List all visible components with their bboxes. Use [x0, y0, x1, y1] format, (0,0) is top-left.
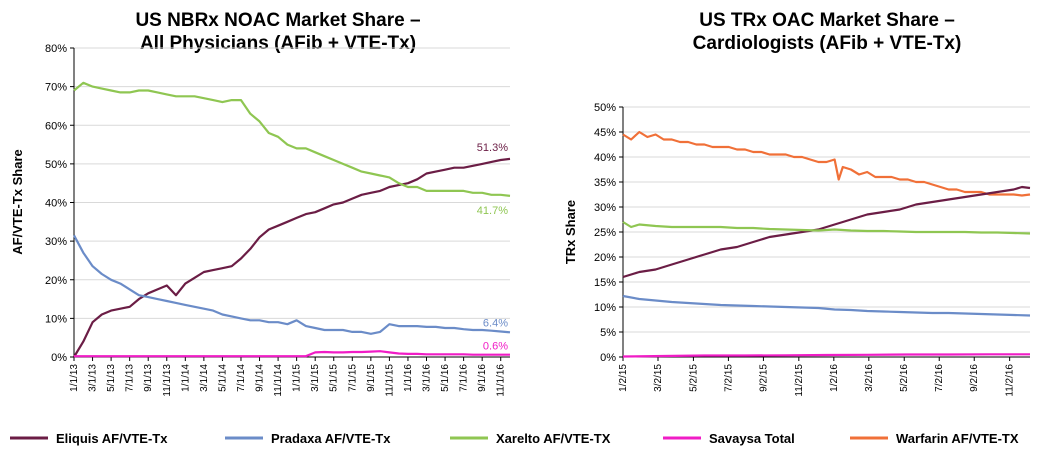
- left-chart-x-tick-label: 9/1/15: [366, 364, 377, 392]
- left-chart-x-tick-label: 3/1/14: [199, 364, 210, 392]
- left-chart-x-tick-label: 1/1/13: [69, 364, 80, 392]
- right-chart-x-tick-label: 3/2/16: [864, 364, 875, 392]
- right-chart-y-tick-label: 35%: [594, 177, 616, 189]
- left-chart-x-tick-label: 7/1/16: [459, 364, 470, 392]
- right-chart-y-tick-label: 20%: [594, 252, 616, 264]
- legend-savaysa-label: Savaysa Total: [709, 431, 795, 446]
- left-chart-y-axis-label: AF/VTE-Tx Share: [10, 149, 25, 254]
- right-chart-y-tick-label: 0%: [600, 352, 616, 364]
- right-chart-eliquis-line: [622, 185, 1031, 279]
- right-chart-y-tick-label: 10%: [594, 302, 616, 314]
- left-chart-title-line-1: US NBRx NOAC Market Share –: [135, 10, 420, 31]
- left-chart-y-tick-label: 40%: [45, 198, 67, 210]
- left-chart-x-tick-label: 9/1/13: [143, 364, 154, 392]
- left-chart-x-tick-label: 5/1/13: [106, 364, 117, 392]
- left-chart-x-tick-label: 1/1/16: [403, 364, 414, 392]
- right-chart-x-tick-label: 9/2/16: [969, 364, 980, 392]
- left-chart-plot: 0% 10% 20% 30% 40% 50% 60% 70% 80% 1/1/13 3/1/13 5/…: [45, 43, 511, 397]
- right-chart-savaysa-line: [622, 353, 1030, 358]
- left-chart-x-tick-label: 9/1/16: [477, 364, 488, 392]
- left-chart-x-tick-label: 3/1/13: [88, 364, 99, 392]
- left-chart-x-tick-label: 11/1/14: [273, 364, 284, 397]
- right-chart-x-tick-label: 7/2/15: [723, 364, 734, 392]
- left-chart-x-tick-label: 3/1/16: [422, 364, 433, 392]
- right-chart-y-tick-label: 25%: [594, 227, 616, 239]
- left-chart-y-tick-label: 70%: [45, 82, 67, 94]
- left-chart-x-tick-label: 9/1/14: [255, 364, 266, 392]
- left-chart-x-tick-label: 1/1/15: [292, 364, 303, 392]
- right-chart-plot: 0% 5% 10% 15% 20% 25% 30% 35% 40% 45% 50% 1/2/15 3/2…: [594, 102, 1031, 397]
- legend-warfarin-label: Warfarin AF/VTE-TX: [896, 431, 1019, 446]
- left-chart-x-tick-label: 5/1/14: [217, 364, 228, 392]
- right-chart-x-tick-label: 1/2/15: [618, 364, 629, 392]
- left-chart-xarelto-end-label: 41.7%: [477, 205, 508, 217]
- right-chart-y-tick-label: 30%: [594, 202, 616, 214]
- right-chart-y-tick-label: 50%: [594, 102, 616, 114]
- right-chart-y-tick-label: 40%: [594, 152, 616, 164]
- left-chart-y-tick-label: 80%: [45, 43, 67, 55]
- right-chart-x-tick-label: 9/2/15: [758, 364, 769, 392]
- left-chart-pradaxa-end-label: 6.4%: [483, 317, 508, 329]
- left-chart-title-line-2: All Physicians (AFib + VTE-Tx): [140, 33, 416, 54]
- left-chart-x-tick-label: 5/1/16: [440, 364, 451, 392]
- right-chart-y-tick-label: 15%: [594, 277, 616, 289]
- right-chart-y-tick-label: 45%: [594, 127, 616, 139]
- left-chart-y-tick-label: 30%: [45, 236, 67, 248]
- right-chart-y-axis-label: TRx Share: [563, 200, 578, 264]
- left-chart-y-tick-label: 20%: [45, 275, 67, 287]
- right-chart-warfarin-line: [622, 130, 1031, 197]
- left-chart-x-tick-label: 3/1/15: [310, 364, 321, 392]
- right-chart-title-line-2: Cardiologists (AFib + VTE-Tx): [693, 33, 962, 54]
- right-chart-pradaxa-line: [622, 294, 1031, 317]
- left-chart-savaysa-end-label: 0.6%: [483, 341, 508, 353]
- left-chart-xarelto-line: [73, 81, 511, 197]
- left-chart-y-tick-label: 10%: [45, 313, 67, 325]
- left-chart-pradaxa-line: [73, 234, 511, 335]
- legend: Eliquis AF/VTE-Tx Pradaxa AF/VTE-Tx Xarelt…: [10, 431, 1019, 446]
- right-chart-xarelto-line: [622, 221, 1031, 235]
- right-chart-x-tick-label: 11/2/15: [794, 364, 805, 397]
- right-chart-x-tick-label: 1/2/16: [829, 364, 840, 392]
- right-chart-x-tick-label: 11/2/16: [1005, 364, 1016, 397]
- left-chart-eliquis-line: [73, 157, 511, 358]
- left-chart-y-tick-label: 60%: [45, 120, 67, 132]
- left-chart-x-tick-label: 11/1/13: [162, 364, 173, 397]
- left-chart-x-tick-label: 5/1/15: [329, 364, 340, 392]
- legend-xarelto-label: Xarelto AF/VTE-TX: [496, 431, 611, 446]
- left-chart-x-tick-label: 7/1/14: [236, 364, 247, 392]
- right-chart-y-tick-label: 5%: [600, 327, 616, 339]
- left-chart-savaysa-line: [74, 350, 510, 358]
- right-chart-x-tick-label: 7/2/16: [934, 364, 945, 392]
- left-chart-eliquis-end-label: 51.3%: [477, 142, 508, 154]
- left-chart-y-tick-label: 50%: [45, 159, 67, 171]
- left-chart-x-tick-label: 1/1/14: [180, 364, 191, 392]
- right-chart-x-tick-label: 3/2/15: [653, 364, 664, 392]
- right-chart-title-line-1: US TRx OAC Market Share –: [699, 10, 955, 31]
- left-chart-x-tick-label: 11/1/15: [384, 364, 395, 397]
- legend-pradaxa-label: Pradaxa AF/VTE-Tx: [271, 431, 391, 446]
- right-chart-x-tick-label: 5/2/15: [688, 364, 699, 392]
- left-chart-x-tick-label: 7/1/15: [347, 364, 358, 392]
- left-chart-x-tick-label: 7/1/13: [125, 364, 136, 392]
- left-chart-y-tick-label: 0%: [51, 352, 67, 364]
- legend-eliquis-label: Eliquis AF/VTE-Tx: [56, 431, 168, 446]
- left-chart-x-tick-label: 11/1/16: [496, 364, 507, 397]
- right-chart-x-tick-label: 5/2/16: [899, 364, 910, 392]
